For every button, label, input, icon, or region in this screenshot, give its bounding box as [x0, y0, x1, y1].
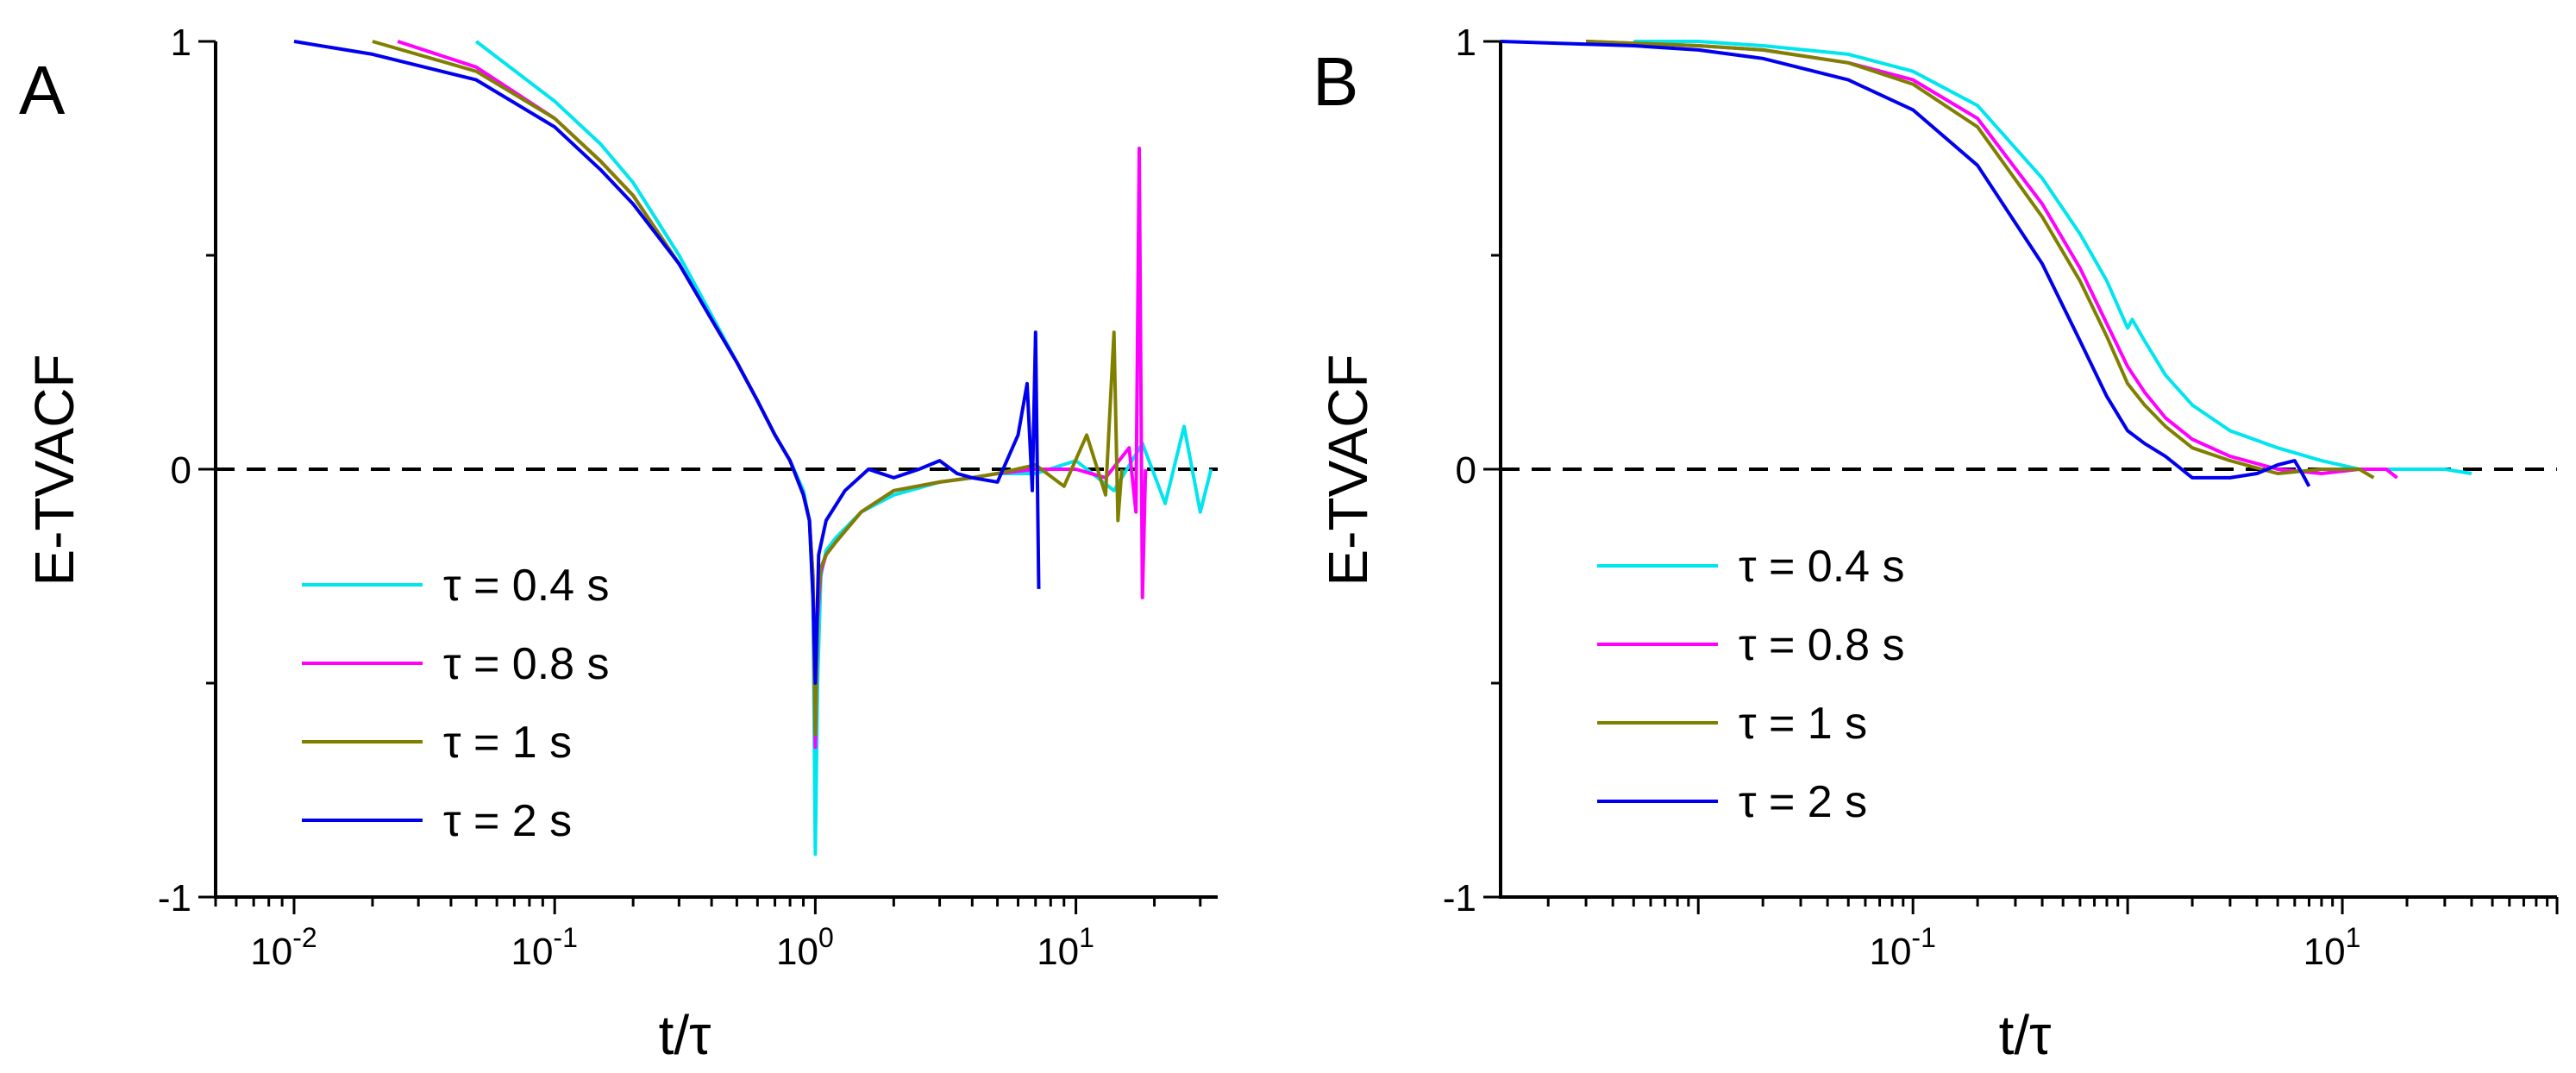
panel-a-y-axis-title: E-TVACF: [23, 354, 85, 586]
panel-b-y-axis-title: E-TVACF: [1317, 354, 1379, 586]
legend-label-0: τ = 0.4 s: [1739, 542, 1905, 592]
x-tick-label: 101: [1037, 922, 1094, 973]
series-line-3: [1500, 40, 2311, 487]
x-tick-label: 10-1: [511, 922, 577, 973]
panel-b-x-ticks: 10-1 101: [1546, 897, 2559, 973]
panel-a-series-group: [293, 40, 1213, 857]
panel-a-letter: A: [19, 52, 66, 129]
y-tick-label: 1: [1456, 22, 1476, 64]
series-line-2: [372, 40, 1124, 737]
panel-b-series-group: [1500, 40, 2473, 487]
panel-b-x-axis-title: t/τ: [1999, 1004, 2052, 1066]
y-tick-label: 1: [171, 22, 191, 64]
panel-a-x-axis-title: t/τ: [659, 1004, 711, 1066]
legend-label-1: τ = 0.8 s: [1739, 620, 1905, 670]
panel-b-y-ticks: 1 0 -1: [1443, 22, 1501, 919]
panel-a-x-ticks: 10-2 10-1 100 101: [214, 897, 1202, 973]
x-tick-label: 10-2: [250, 922, 317, 973]
y-tick-label: -1: [1443, 877, 1476, 919]
series-line-2: [1586, 40, 2375, 480]
series-line-1: [1586, 40, 2398, 480]
panel-b-legend: τ = 0.4 s τ = 0.8 s τ = 1 s τ = 2 s: [1597, 542, 1905, 827]
series-line-0: [474, 40, 1213, 857]
legend-label-3: τ = 2 s: [443, 796, 572, 846]
legend-label-2: τ = 1 s: [1739, 699, 1867, 749]
panel-a-legend: τ = 0.4 s τ = 0.8 s τ = 1 s τ = 2 s: [302, 561, 610, 846]
y-tick-label: 0: [1456, 449, 1476, 492]
panel-a-chart: A 10-2 10-1 100 101 1 0 -1 t/τ E-TVACF τ = 0.…: [19, 22, 1218, 1066]
y-tick-label: 0: [171, 449, 191, 492]
x-tick-label: 10-1: [1869, 922, 1935, 973]
y-tick-label: -1: [158, 877, 191, 919]
panel-a-y-ticks: 1 0 -1: [158, 22, 216, 919]
series-line-0: [1633, 40, 2473, 475]
panel-b-letter: B: [1313, 43, 1358, 120]
legend-label-0: τ = 0.4 s: [443, 561, 610, 611]
x-tick-label: 100: [776, 922, 834, 973]
legend-label-3: τ = 2 s: [1739, 777, 1867, 827]
legend-label-1: τ = 0.8 s: [443, 639, 610, 689]
series-line-3: [293, 40, 1041, 685]
panel-b-chart: B 10-1 101 10-1 t/τ E-TVACF τ = 0.4 sτ = …: [1313, 22, 2559, 1066]
legend-label-2: τ = 1 s: [443, 718, 572, 768]
x-tick-label: 101: [2303, 922, 2361, 973]
